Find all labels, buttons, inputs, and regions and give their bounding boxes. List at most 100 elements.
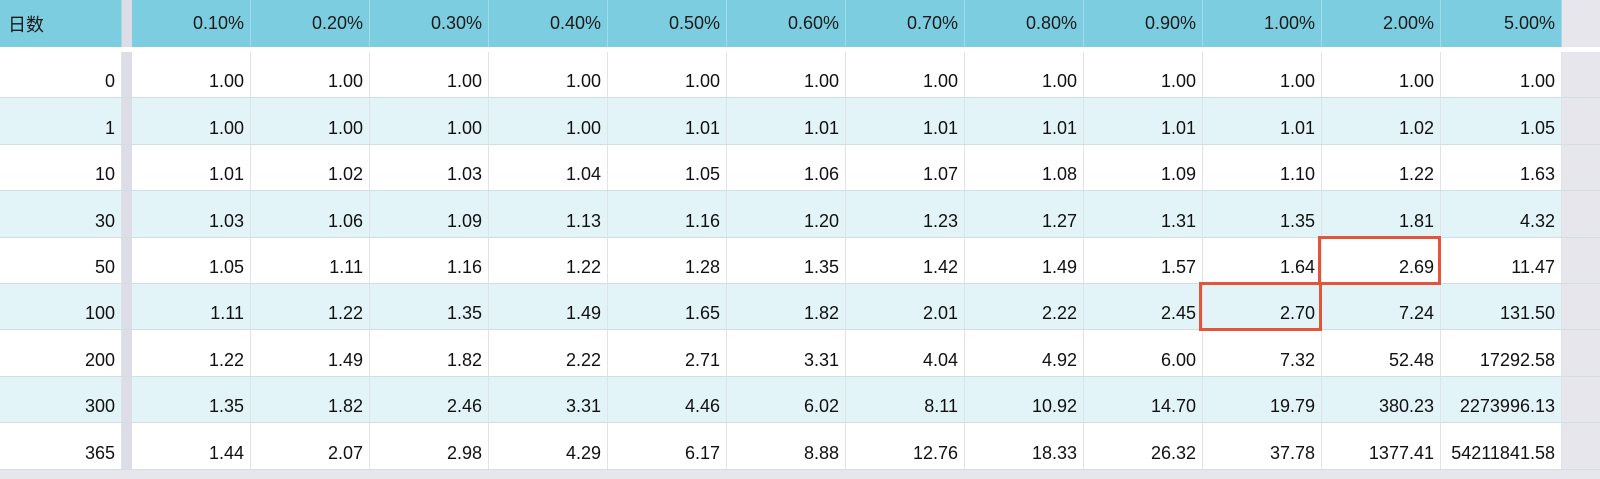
- value-cell[interactable]: 1.13: [489, 191, 608, 237]
- header-cell-rate[interactable]: 0.30%: [370, 0, 489, 47]
- value-cell[interactable]: 8.11: [846, 376, 965, 423]
- value-cell[interactable]: 6.00: [1084, 330, 1203, 376]
- value-cell[interactable]: 1.31: [1084, 191, 1203, 237]
- value-cell[interactable]: 1.49: [251, 330, 370, 376]
- value-cell[interactable]: 8.88: [727, 423, 846, 469]
- value-cell[interactable]: 1.07: [846, 144, 965, 191]
- value-cell[interactable]: 1.05: [132, 237, 251, 283]
- value-cell[interactable]: 1.09: [370, 191, 489, 237]
- value-cell[interactable]: 1.57: [1084, 237, 1203, 283]
- day-cell[interactable]: 50: [0, 237, 122, 283]
- value-cell[interactable]: 1.00: [489, 52, 608, 98]
- value-cell[interactable]: 1.05: [1441, 98, 1562, 144]
- value-cell[interactable]: 17292.58: [1441, 330, 1562, 376]
- value-cell[interactable]: 37.78: [1203, 423, 1322, 469]
- value-cell[interactable]: 2273996.13: [1441, 376, 1562, 423]
- value-cell[interactable]: 1.63: [1441, 144, 1562, 191]
- value-cell[interactable]: 1.44: [132, 423, 251, 469]
- value-cell[interactable]: 1.35: [1203, 191, 1322, 237]
- value-cell[interactable]: 131.50: [1441, 283, 1562, 330]
- value-cell[interactable]: 26.32: [1084, 423, 1203, 469]
- value-cell[interactable]: 1.00: [965, 52, 1084, 98]
- value-cell[interactable]: 2.70: [1203, 283, 1322, 330]
- value-cell[interactable]: 2.22: [965, 283, 1084, 330]
- value-cell[interactable]: 1.00: [251, 98, 370, 144]
- value-cell[interactable]: 1.42: [846, 237, 965, 283]
- value-cell[interactable]: 1.00: [727, 52, 846, 98]
- value-cell[interactable]: 2.69: [1322, 237, 1441, 283]
- value-cell[interactable]: 1.11: [132, 283, 251, 330]
- value-cell[interactable]: 1.00: [1322, 52, 1441, 98]
- value-cell[interactable]: 1.16: [370, 237, 489, 283]
- value-cell[interactable]: 1.23: [846, 191, 965, 237]
- value-cell[interactable]: 1.49: [489, 283, 608, 330]
- day-cell[interactable]: 200: [0, 330, 122, 376]
- header-cell-rate[interactable]: 0.60%: [727, 0, 846, 47]
- value-cell[interactable]: 1.22: [132, 330, 251, 376]
- value-cell[interactable]: 1.03: [132, 191, 251, 237]
- value-cell[interactable]: 1.16: [608, 191, 727, 237]
- value-cell[interactable]: 1.03: [370, 144, 489, 191]
- value-cell[interactable]: 1.01: [965, 98, 1084, 144]
- value-cell[interactable]: 1.82: [370, 330, 489, 376]
- value-cell[interactable]: 1.00: [1441, 52, 1562, 98]
- value-cell[interactable]: 4.92: [965, 330, 1084, 376]
- value-cell[interactable]: 1.81: [1322, 191, 1441, 237]
- value-cell[interactable]: 1.35: [727, 237, 846, 283]
- value-cell[interactable]: 1.01: [608, 98, 727, 144]
- value-cell[interactable]: 6.17: [608, 423, 727, 469]
- value-cell[interactable]: 1.11: [251, 237, 370, 283]
- value-cell[interactable]: 2.46: [370, 376, 489, 423]
- value-cell[interactable]: 1377.41: [1322, 423, 1441, 469]
- day-cell[interactable]: 30: [0, 191, 122, 237]
- value-cell[interactable]: 1.00: [489, 98, 608, 144]
- value-cell[interactable]: 1.01: [1084, 98, 1203, 144]
- value-cell[interactable]: 12.76: [846, 423, 965, 469]
- value-cell[interactable]: 2.01: [846, 283, 965, 330]
- header-cell-rate[interactable]: 2.00%: [1322, 0, 1441, 47]
- day-cell[interactable]: 100: [0, 283, 122, 330]
- value-cell[interactable]: 2.71: [608, 330, 727, 376]
- value-cell[interactable]: 2.98: [370, 423, 489, 469]
- value-cell[interactable]: 2.45: [1084, 283, 1203, 330]
- header-cell-rate[interactable]: 0.20%: [251, 0, 370, 47]
- value-cell[interactable]: 1.10: [1203, 144, 1322, 191]
- value-cell[interactable]: 1.35: [370, 283, 489, 330]
- value-cell[interactable]: 1.00: [1084, 52, 1203, 98]
- value-cell[interactable]: 1.00: [370, 52, 489, 98]
- value-cell[interactable]: 19.79: [1203, 376, 1322, 423]
- value-cell[interactable]: 1.02: [251, 144, 370, 191]
- value-cell[interactable]: 1.01: [727, 98, 846, 144]
- value-cell[interactable]: 1.82: [727, 283, 846, 330]
- value-cell[interactable]: 1.27: [965, 191, 1084, 237]
- value-cell[interactable]: 380.23: [1322, 376, 1441, 423]
- header-cell-rate[interactable]: 0.80%: [965, 0, 1084, 47]
- value-cell[interactable]: 1.02: [1322, 98, 1441, 144]
- header-cell-rate[interactable]: 0.90%: [1084, 0, 1203, 47]
- value-cell[interactable]: 3.31: [727, 330, 846, 376]
- value-cell[interactable]: 1.22: [489, 237, 608, 283]
- value-cell[interactable]: 1.20: [727, 191, 846, 237]
- day-cell[interactable]: 0: [0, 52, 122, 98]
- header-cell-rate[interactable]: 0.50%: [608, 0, 727, 47]
- value-cell[interactable]: 7.32: [1203, 330, 1322, 376]
- value-cell[interactable]: 18.33: [965, 423, 1084, 469]
- value-cell[interactable]: 1.04: [489, 144, 608, 191]
- value-cell[interactable]: 1.00: [846, 52, 965, 98]
- value-cell[interactable]: 6.02: [727, 376, 846, 423]
- value-cell[interactable]: 1.01: [1203, 98, 1322, 144]
- value-cell[interactable]: 1.22: [251, 283, 370, 330]
- value-cell[interactable]: 4.46: [608, 376, 727, 423]
- day-cell[interactable]: 300: [0, 376, 122, 423]
- day-cell[interactable]: 365: [0, 423, 122, 469]
- value-cell[interactable]: 1.35: [132, 376, 251, 423]
- value-cell[interactable]: 1.01: [846, 98, 965, 144]
- header-cell-rate[interactable]: 5.00%: [1441, 0, 1562, 47]
- value-cell[interactable]: 2.22: [489, 330, 608, 376]
- value-cell[interactable]: 3.31: [489, 376, 608, 423]
- header-cell-rate[interactable]: 1.00%: [1203, 0, 1322, 47]
- value-cell[interactable]: 1.22: [1322, 144, 1441, 191]
- value-cell[interactable]: 1.08: [965, 144, 1084, 191]
- value-cell[interactable]: 1.49: [965, 237, 1084, 283]
- value-cell[interactable]: 11.47: [1441, 237, 1562, 283]
